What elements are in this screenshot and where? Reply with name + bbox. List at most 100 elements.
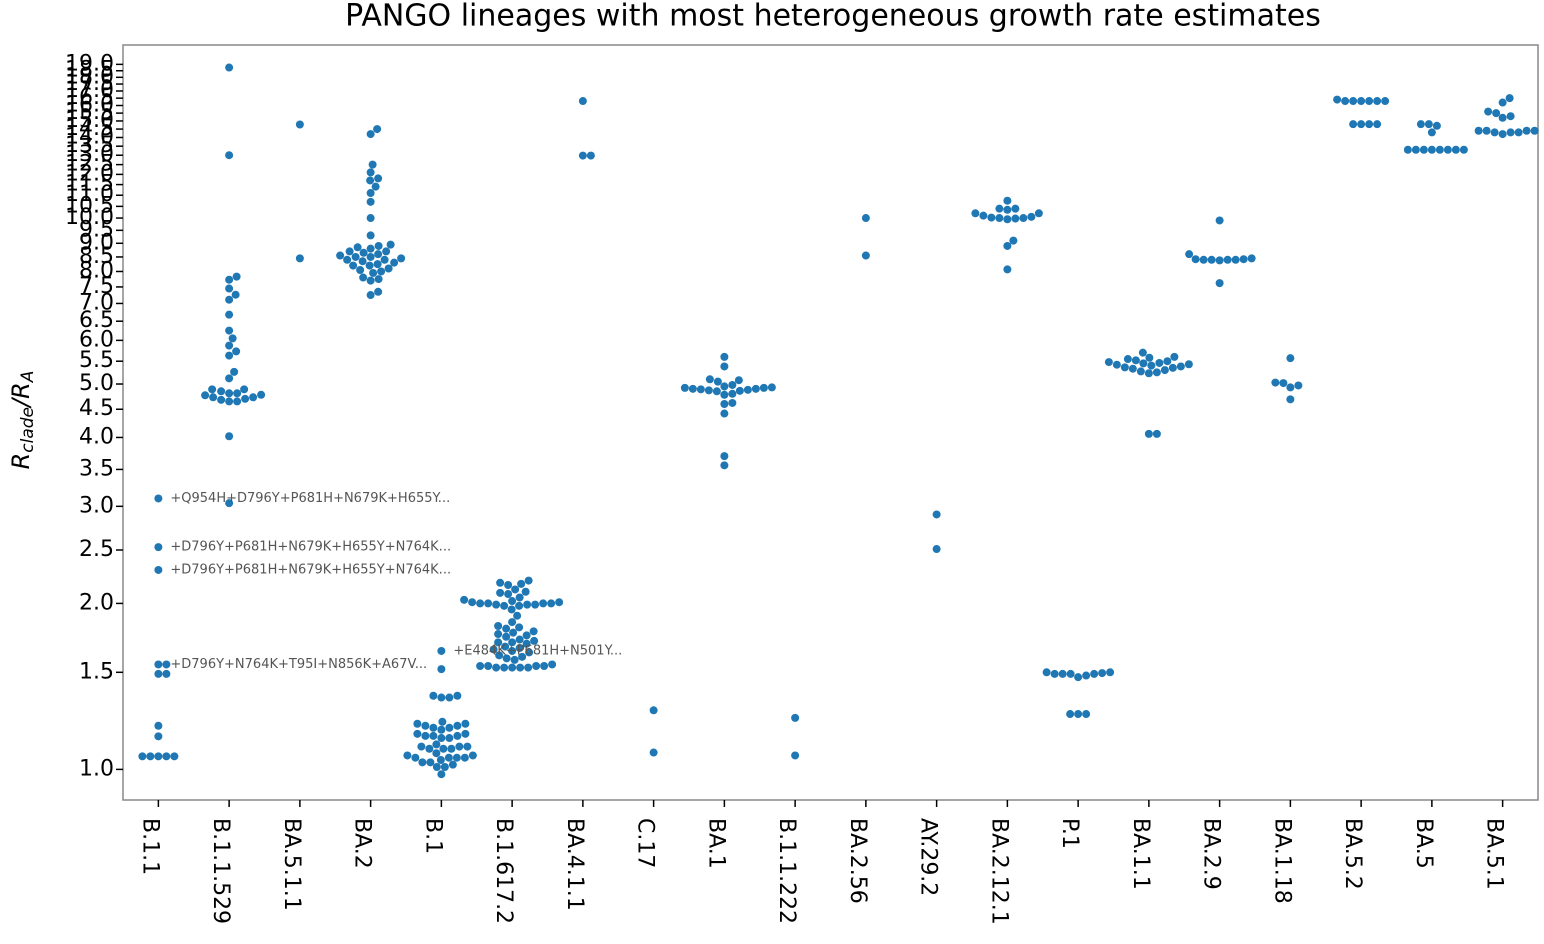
swarm-point — [1506, 112, 1515, 121]
swarm-point — [418, 758, 427, 767]
swarm-point — [233, 389, 242, 398]
swarm-point — [502, 624, 511, 633]
swarm-point — [728, 389, 737, 398]
swarm-point — [476, 599, 485, 608]
swarm-point — [508, 663, 517, 672]
swarm-point — [1490, 128, 1499, 137]
swarm-point — [365, 261, 374, 270]
swarm-point — [225, 397, 234, 406]
swarm-point — [374, 241, 383, 250]
swarm-point — [460, 595, 469, 604]
swarm-point — [295, 254, 304, 263]
swarm-point — [374, 275, 383, 284]
swarm-point — [1170, 352, 1179, 361]
y-tick-label: 16.0 — [65, 93, 114, 118]
swarm-point — [1215, 256, 1224, 265]
swarm-point — [436, 755, 445, 764]
swarm-point — [1074, 673, 1083, 682]
swarm-point — [1247, 254, 1256, 263]
swarm-point — [861, 214, 870, 223]
chart-title: PANGO lineages with most heterogeneous g… — [345, 0, 1321, 34]
swarm-point — [713, 377, 722, 386]
swarm-point — [421, 731, 430, 740]
swarm-point — [225, 374, 234, 383]
swarm-point — [411, 753, 420, 762]
swarm-point — [452, 753, 461, 762]
y-tick-label: 18.0 — [65, 64, 114, 89]
swarm-point — [531, 600, 540, 609]
swarm-point — [437, 725, 446, 734]
swarm-point — [356, 265, 365, 274]
swarm-point — [1427, 145, 1436, 154]
x-tick-label: BA.1.1 — [1128, 818, 1153, 890]
x-tick-label: BA.1.18 — [1269, 818, 1294, 904]
swarm-point — [1003, 265, 1012, 274]
x-tick-label: C.17 — [633, 818, 658, 868]
swarm-point — [138, 752, 147, 761]
swarm-point — [437, 646, 446, 655]
swarm-point — [366, 252, 375, 261]
swarm-point — [522, 639, 531, 648]
swarm-point — [1138, 348, 1147, 357]
swarm-point — [373, 260, 382, 269]
swarm-point — [217, 387, 226, 396]
x-tick-label: B.1.1.222 — [774, 818, 799, 924]
swarm-point — [1419, 145, 1428, 154]
swarm-point — [987, 213, 996, 222]
swarm-point — [1112, 360, 1121, 369]
swarm-point — [1349, 97, 1358, 106]
x-tick-label: AY.29.2 — [916, 818, 941, 896]
y-tick-label: 13.5 — [65, 133, 114, 158]
swarm-point — [489, 645, 498, 654]
swarm-point — [524, 663, 533, 672]
swarm-point — [1163, 357, 1172, 366]
swarm-point — [225, 351, 234, 360]
swarm-point — [1104, 358, 1113, 367]
swarm-point — [743, 385, 752, 394]
swarm-point — [495, 651, 504, 660]
swarm-point — [369, 268, 378, 277]
swarm-point — [439, 744, 448, 753]
swarm-point — [1185, 250, 1194, 259]
swarm-point — [1279, 379, 1288, 388]
swarm-point — [437, 770, 446, 779]
swarm-point — [1050, 669, 1059, 678]
swarm-point — [445, 723, 454, 732]
swarm-point — [539, 599, 548, 608]
y-tick-label: 1.0 — [79, 756, 114, 781]
swarm-point — [1215, 216, 1224, 225]
swarm-point — [359, 248, 368, 257]
swarm-point — [386, 240, 395, 249]
swarm-point — [421, 721, 430, 730]
swarm-point — [1373, 97, 1382, 106]
swarm-point — [720, 352, 729, 361]
swarm-point — [1333, 95, 1342, 104]
swarm-point — [162, 752, 171, 761]
swarm-point — [349, 261, 358, 270]
swarm-point — [517, 579, 526, 588]
y-tick-label: 4.5 — [79, 396, 114, 421]
y-tick-label: 5.5 — [79, 348, 114, 373]
swarm-point — [712, 387, 721, 396]
annotation: +Q954H+D796Y+P681H+N679K+H655Y... — [170, 491, 450, 506]
swarm-point — [1286, 354, 1295, 363]
swarm-point — [374, 250, 383, 259]
swarm-point — [217, 395, 226, 404]
swarm-point — [1403, 145, 1412, 154]
y-tick-label: 3.0 — [79, 493, 114, 518]
swarm-point — [225, 432, 234, 441]
swarm-point — [438, 717, 447, 726]
swarm-point — [979, 211, 988, 220]
swarm-point — [494, 638, 503, 647]
swarm-point — [371, 182, 380, 191]
y-tick-label: 19.0 — [65, 51, 114, 76]
swarm-point — [513, 611, 522, 620]
swarm-point — [1090, 669, 1099, 678]
y-tick-label: 11.0 — [65, 182, 114, 207]
swarm-point — [511, 585, 520, 594]
swarm-point — [1058, 669, 1067, 678]
swarm-point — [1357, 120, 1366, 129]
swarm-point — [241, 394, 250, 403]
swarm-point — [502, 632, 511, 641]
swarm-point — [767, 383, 776, 392]
